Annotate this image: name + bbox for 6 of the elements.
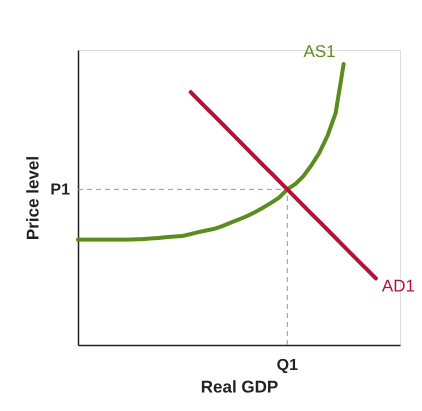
ref-line-label: P1 (50, 181, 70, 198)
x-axis-title: Real GDP (200, 378, 278, 396)
series-label: AS1 (304, 42, 336, 62)
series-label: AD1 (382, 276, 415, 296)
text: Q1 (276, 357, 298, 374)
y-axis-title: Price level (24, 156, 42, 240)
